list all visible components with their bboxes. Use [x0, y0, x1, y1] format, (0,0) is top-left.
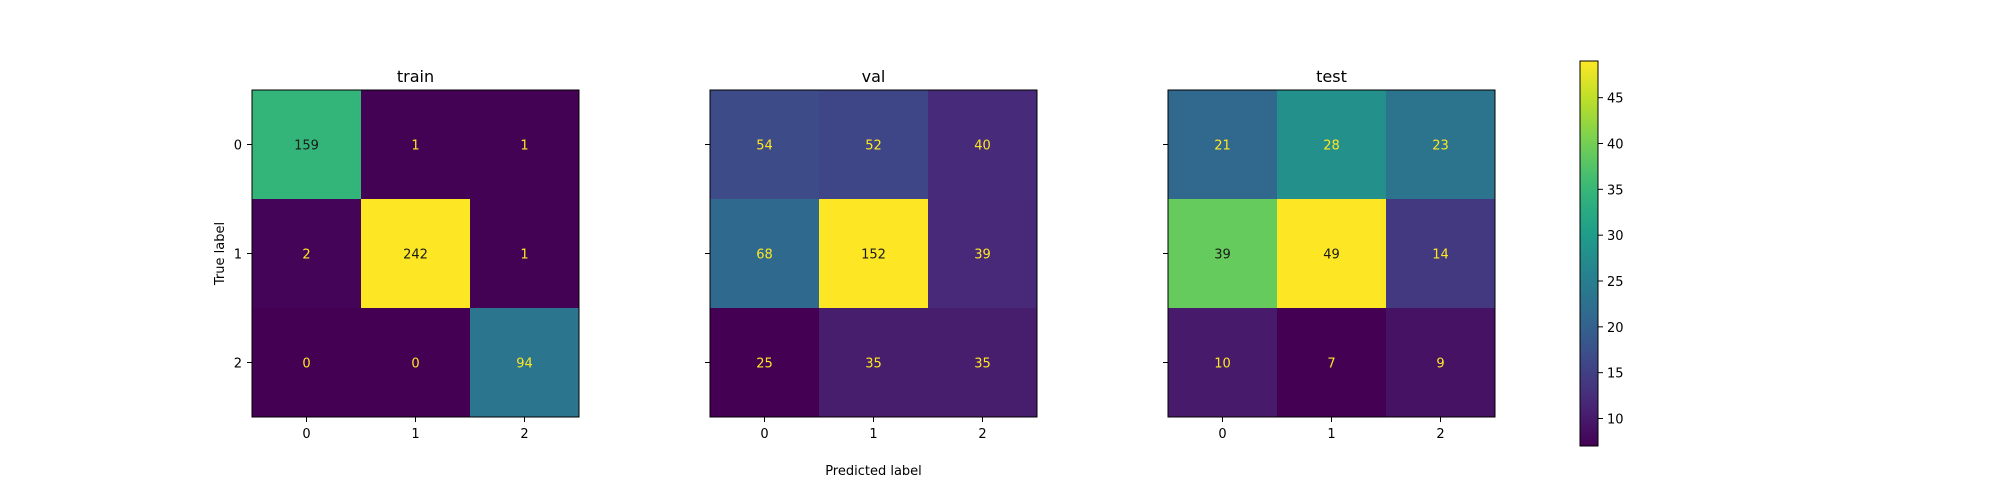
colorbar-tick-label: 35 [1607, 183, 1624, 198]
cell-test-2-1 [1277, 308, 1387, 418]
cell-train-1-1 [361, 199, 471, 309]
cell-test-2-2 [1386, 308, 1496, 418]
cell-value-val-0-0: 54 [756, 139, 773, 154]
cell-value-val-1-0: 68 [756, 248, 773, 263]
colorbar-tick-label: 10 [1607, 413, 1624, 428]
cell-train-0-0 [252, 90, 362, 200]
cell-value-test-1-2: 14 [1432, 248, 1449, 263]
panel-title: train [397, 67, 434, 86]
x-axis-label: Predicted label [825, 464, 922, 479]
cell-value-train-0-1: 1 [411, 139, 419, 154]
panel-val: 54 52 40 68 152 39 25 35 35 val 0 1 2 [705, 67, 1038, 442]
cell-value-train-1-1: 242 [403, 248, 428, 263]
cell-train-1-0 [252, 199, 362, 309]
x-tick-label: 1 [411, 427, 419, 442]
colorbar-tick-label: 45 [1607, 92, 1624, 107]
cell-value-val-0-1: 52 [865, 139, 882, 154]
colorbar-fill [1580, 61, 1598, 446]
x-tick-label: 2 [978, 427, 986, 442]
x-tick-label: 0 [760, 427, 768, 442]
cell-test-1-0 [1168, 199, 1278, 309]
cell-value-train-1-2: 1 [520, 248, 528, 263]
cell-value-val-2-2: 35 [974, 357, 991, 372]
cell-train-2-2 [470, 308, 580, 418]
colorbar-tick-label: 15 [1607, 367, 1624, 382]
cell-val-1-2 [928, 199, 1038, 309]
cell-value-train-1-0: 2 [302, 248, 310, 263]
cell-value-val-1-1: 152 [861, 248, 886, 263]
cell-test-0-0 [1168, 90, 1278, 200]
cell-test-1-1 [1277, 199, 1387, 309]
colorbar-tick-label: 40 [1607, 138, 1624, 153]
x-tick-label: 0 [1218, 427, 1226, 442]
cell-value-val-0-2: 40 [974, 139, 991, 154]
x-tick-label: 2 [1436, 427, 1444, 442]
y-axis-label: True label [213, 222, 228, 286]
y-tick-label: 2 [234, 357, 242, 372]
cell-value-test-2-2: 9 [1436, 357, 1444, 372]
cell-val-2-1 [819, 308, 929, 418]
colorbar-tick-label: 25 [1607, 275, 1624, 290]
cell-val-0-1 [819, 90, 929, 200]
cell-val-0-2 [928, 90, 1038, 200]
cell-train-2-1 [361, 308, 471, 418]
panel-test: 21 28 23 39 49 14 10 7 9 test 0 1 2 [1163, 67, 1496, 442]
cell-value-test-1-0: 39 [1214, 248, 1231, 263]
colorbar-tick-label: 30 [1607, 229, 1624, 244]
panel-train: 159 1 1 2 242 1 0 0 94 train 0 1 2 0 1 2 [234, 67, 580, 442]
cell-value-test-0-2: 23 [1432, 139, 1449, 154]
cell-value-val-2-0: 25 [756, 357, 773, 372]
cell-value-train-2-0: 0 [302, 357, 310, 372]
cell-value-val-1-2: 39 [974, 248, 991, 263]
x-tick-label: 2 [520, 427, 528, 442]
cell-val-2-0 [710, 308, 820, 418]
x-tick-label: 1 [1327, 427, 1335, 442]
cell-value-test-2-1: 7 [1327, 357, 1335, 372]
cell-test-0-1 [1277, 90, 1387, 200]
cell-val-0-0 [710, 90, 820, 200]
cell-test-0-2 [1386, 90, 1496, 200]
cell-value-test-2-0: 10 [1214, 357, 1231, 372]
y-tick-label: 1 [234, 248, 242, 263]
x-tick-label: 0 [302, 427, 310, 442]
cell-val-2-2 [928, 308, 1038, 418]
panel-title: val [862, 67, 886, 86]
colorbar-frame [1579, 60, 1599, 447]
cell-value-train-2-1: 0 [411, 357, 419, 372]
cell-train-1-2 [470, 199, 580, 309]
colorbar: 10 15 20 25 30 35 40 45 [1579, 60, 1624, 447]
cell-value-test-0-1: 28 [1323, 139, 1340, 154]
cell-value-train-0-2: 1 [520, 139, 528, 154]
y-tick-label: 0 [234, 139, 242, 154]
cell-value-val-2-1: 35 [865, 357, 882, 372]
colorbar-tick-label: 20 [1607, 321, 1624, 336]
cell-train-0-1 [361, 90, 471, 200]
cell-train-0-2 [470, 90, 580, 200]
x-tick-label: 1 [869, 427, 877, 442]
cell-value-train-0-0: 159 [294, 139, 319, 154]
cell-value-test-1-1: 49 [1323, 248, 1340, 263]
cell-test-2-0 [1168, 308, 1278, 418]
cell-test-1-2 [1386, 199, 1496, 309]
cell-value-test-0-0: 21 [1214, 139, 1231, 154]
cell-val-1-1 [819, 199, 929, 309]
cell-value-train-2-2: 94 [516, 357, 533, 372]
cell-train-2-0 [252, 308, 362, 418]
panel-title: test [1316, 67, 1347, 86]
cell-val-1-0 [710, 199, 820, 309]
